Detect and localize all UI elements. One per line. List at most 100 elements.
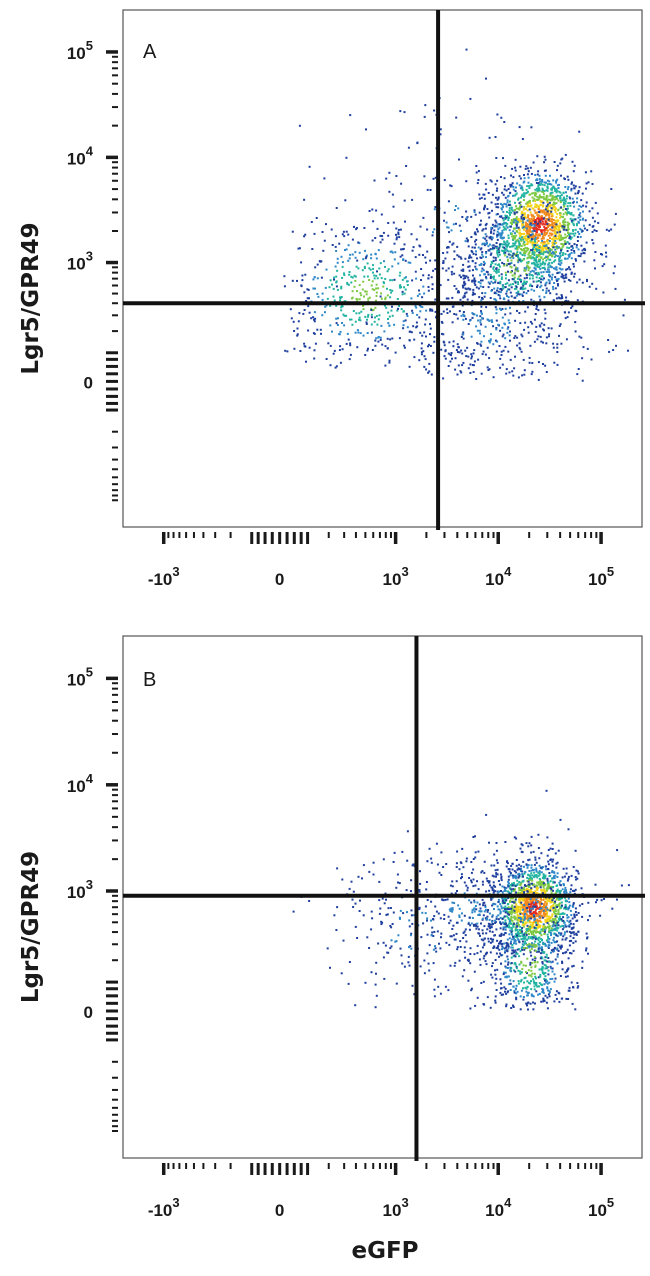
- event-dot: [540, 229, 543, 232]
- event-dot: [442, 252, 445, 254]
- event-dot: [455, 349, 458, 351]
- event-dot: [506, 910, 509, 913]
- event-dot: [537, 197, 540, 200]
- event-dot: [526, 219, 529, 222]
- event-dot: [556, 947, 559, 950]
- event-dot: [509, 989, 512, 991]
- event-dot: [551, 870, 554, 872]
- event-dot: [556, 897, 559, 900]
- event-dot: [484, 353, 487, 356]
- event-dot: [495, 213, 498, 216]
- event-dot: [553, 1000, 556, 1003]
- event-dot: [463, 284, 466, 287]
- event-dot: [545, 212, 548, 215]
- event-dot: [396, 298, 399, 300]
- event-dot: [511, 209, 514, 212]
- event-dot: [365, 323, 368, 325]
- event-dot: [549, 209, 552, 212]
- event-dot: [367, 297, 370, 300]
- event-dot: [507, 279, 510, 282]
- event-dot: [355, 265, 358, 268]
- event-dot: [538, 194, 541, 197]
- event-dot: [571, 221, 574, 224]
- event-dot: [347, 259, 350, 262]
- event-dot: [531, 370, 534, 373]
- event-dot: [462, 268, 465, 271]
- event-dot: [487, 245, 490, 248]
- event-dot: [541, 267, 544, 269]
- event-dot: [283, 275, 286, 278]
- event-dot: [456, 254, 459, 257]
- event-dot: [501, 285, 504, 288]
- event-dot: [483, 206, 486, 209]
- event-dot: [538, 178, 541, 180]
- event-dot: [523, 244, 526, 247]
- event-dot: [529, 223, 531, 226]
- event-dot: [542, 991, 545, 994]
- event-dot: [547, 234, 550, 237]
- event-dot: [544, 317, 547, 320]
- event-dot: [463, 281, 466, 284]
- event-dot: [561, 295, 563, 298]
- event-dot: [544, 214, 547, 217]
- event-dot: [568, 925, 571, 928]
- event-dot: [525, 237, 527, 240]
- y-axis-ticks: [106, 50, 118, 502]
- event-dot: [542, 1000, 545, 1003]
- event-dot: [537, 361, 540, 364]
- event-dot: [490, 898, 493, 901]
- event-dot: [539, 281, 542, 284]
- event-dot: [567, 300, 570, 303]
- event-dot: [517, 891, 520, 894]
- event-dot: [532, 228, 535, 231]
- event-dot: [529, 951, 532, 954]
- event-dot: [516, 251, 519, 254]
- event-dot: [372, 267, 375, 270]
- event-dot: [505, 368, 508, 371]
- event-dot: [561, 960, 563, 963]
- event-dot: [503, 900, 506, 903]
- event-dot: [545, 939, 548, 942]
- event-dot: [550, 961, 553, 964]
- event-dot: [566, 900, 568, 903]
- event-dot: [425, 368, 428, 371]
- event-dot: [488, 282, 491, 285]
- event-dot: [544, 927, 546, 930]
- event-dot: [510, 890, 513, 893]
- event-dot: [585, 241, 588, 244]
- event-dot: [536, 195, 539, 198]
- event-dot: [348, 271, 351, 273]
- event-dot: [324, 305, 327, 308]
- event-dot: [495, 157, 498, 159]
- event-dot: [533, 254, 536, 256]
- event-dot: [480, 279, 482, 282]
- event-dot: [482, 350, 485, 353]
- event-dot: [515, 224, 518, 227]
- event-dot: [564, 886, 567, 889]
- event-dot: [481, 297, 484, 300]
- event-dot: [505, 899, 508, 902]
- event-dot: [496, 225, 499, 228]
- event-dot: [517, 270, 520, 273]
- event-dot: [549, 919, 552, 922]
- event-dot: [339, 299, 342, 302]
- event-dot: [515, 217, 518, 220]
- event-dot: [393, 242, 396, 245]
- event-dot: [356, 298, 359, 301]
- event-dot: [523, 254, 526, 257]
- event-dot: [511, 223, 513, 226]
- event-dot: [523, 373, 526, 376]
- event-dot: [537, 993, 540, 996]
- event-dot: [515, 223, 518, 226]
- event-dot: [517, 898, 520, 901]
- event-dot: [529, 930, 532, 933]
- event-dot: [512, 242, 515, 245]
- event-dot: [526, 239, 529, 242]
- event-dot: [563, 875, 566, 878]
- event-dot: [495, 312, 498, 315]
- event-dot: [566, 175, 569, 178]
- event-dot: [377, 340, 380, 343]
- event-dot: [404, 220, 406, 223]
- event-dot: [555, 207, 557, 210]
- event-dot: [535, 261, 538, 264]
